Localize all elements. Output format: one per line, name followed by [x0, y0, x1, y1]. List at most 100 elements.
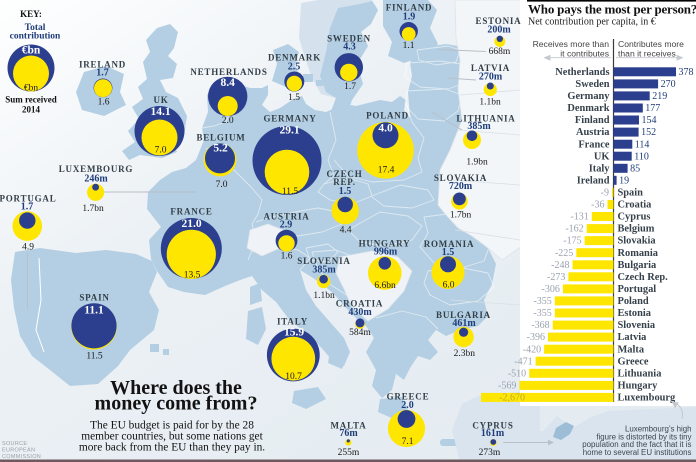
- svg-text:4.4: 4.4: [340, 226, 352, 236]
- svg-text:COMMISSION: COMMISSION: [2, 454, 41, 460]
- svg-text:-471: -471: [514, 356, 532, 367]
- svg-text:Finland: Finland: [575, 115, 610, 126]
- svg-text:2.0: 2.0: [401, 400, 414, 411]
- svg-text:ITALY: ITALY: [277, 317, 308, 327]
- svg-text:2.0: 2.0: [222, 116, 234, 126]
- svg-text:Latvia: Latvia: [618, 332, 648, 343]
- svg-text:Slovakia: Slovakia: [618, 236, 657, 247]
- svg-text:154: 154: [642, 115, 657, 126]
- svg-text:1.5: 1.5: [339, 186, 352, 197]
- svg-text:11.5: 11.5: [86, 352, 103, 362]
- svg-text:385m: 385m: [467, 121, 491, 132]
- svg-text:CROATIA: CROATIA: [336, 299, 383, 309]
- svg-text:UK: UK: [153, 95, 168, 105]
- svg-text:it contributes: it contributes: [560, 49, 609, 59]
- svg-text:Total: Total: [25, 23, 46, 33]
- svg-text:more back from the EU than the: more back from the EU than they pay in.: [79, 442, 265, 454]
- svg-text:NETHERLANDS: NETHERLANDS: [190, 67, 267, 77]
- svg-text:CYPRUS: CYPRUS: [472, 421, 513, 431]
- svg-text:19: 19: [619, 175, 629, 186]
- svg-text:76m: 76m: [339, 428, 358, 439]
- svg-text:Bulgaria: Bulgaria: [618, 260, 657, 271]
- svg-text:Croatia: Croatia: [618, 200, 653, 211]
- svg-text:ESTONIA: ESTONIA: [476, 16, 522, 26]
- svg-text:Austria: Austria: [576, 127, 610, 138]
- svg-text:-225: -225: [555, 248, 573, 259]
- svg-text:Luxembourg: Luxembourg: [618, 393, 677, 404]
- svg-text:Receives more than: Receives more than: [533, 39, 610, 49]
- svg-text:-273: -273: [547, 272, 565, 283]
- svg-text:PORTUGAL: PORTUGAL: [0, 194, 57, 204]
- svg-text:member countries, but some nat: member countries, but some nations get: [81, 431, 263, 443]
- svg-text:273m: 273m: [479, 448, 501, 458]
- svg-text:Czech Rep.: Czech Rep.: [618, 272, 669, 283]
- svg-text:Netherlands: Netherlands: [555, 67, 609, 78]
- svg-text:378: 378: [679, 67, 694, 78]
- svg-text:Cyprus: Cyprus: [618, 212, 651, 223]
- svg-text:UK: UK: [594, 151, 610, 162]
- svg-text:-569: -569: [498, 381, 516, 392]
- svg-text:-9: -9: [601, 188, 609, 199]
- svg-text:Luxembourg’s high: Luxembourg’s high: [625, 425, 692, 434]
- svg-text:2.3bn: 2.3bn: [454, 349, 476, 359]
- svg-text:home to several EU institution: home to several EU institutions: [583, 448, 692, 457]
- svg-text:7.0: 7.0: [155, 146, 167, 156]
- svg-text:-368: -368: [531, 320, 549, 331]
- svg-text:7.0: 7.0: [216, 180, 228, 190]
- svg-text:5.2: 5.2: [213, 143, 228, 155]
- svg-text:1.9bn: 1.9bn: [466, 158, 488, 168]
- svg-text:SLOVAKIA: SLOVAKIA: [434, 173, 487, 183]
- svg-text:France: France: [578, 139, 610, 150]
- svg-text:Contributes more: Contributes more: [618, 39, 684, 49]
- svg-text:7.1: 7.1: [402, 437, 414, 447]
- svg-text:Estonia: Estonia: [618, 308, 652, 319]
- svg-text:2.9: 2.9: [280, 220, 293, 231]
- svg-text:HUNGARY: HUNGARY: [359, 239, 411, 249]
- svg-text:population and the fact that i: population and the fact that it is: [582, 440, 691, 449]
- svg-text:Germany: Germany: [567, 91, 610, 102]
- svg-text:ROMANIA: ROMANIA: [424, 239, 475, 249]
- svg-text:1.6: 1.6: [98, 98, 110, 108]
- svg-text:8.4: 8.4: [221, 77, 236, 89]
- svg-text:85: 85: [630, 163, 640, 174]
- svg-text:270: 270: [661, 79, 676, 90]
- svg-text:668m: 668m: [489, 47, 511, 57]
- svg-text:POLAND: POLAND: [366, 111, 409, 121]
- svg-text:584m: 584m: [349, 328, 371, 338]
- svg-text:DENMARK: DENMARK: [268, 53, 321, 63]
- svg-text:SOURCE: SOURCE: [2, 441, 27, 447]
- svg-text:SLOVENIA: SLOVENIA: [297, 256, 350, 266]
- svg-text:€bn: €bn: [24, 84, 39, 94]
- svg-text:21.0: 21.0: [181, 218, 201, 230]
- svg-text:Slovenia: Slovenia: [618, 320, 656, 331]
- svg-text:Lithuania: Lithuania: [618, 368, 663, 379]
- svg-text:-36: -36: [591, 200, 604, 211]
- svg-text:-162: -162: [565, 224, 583, 235]
- svg-text:15.9: 15.9: [284, 327, 304, 339]
- svg-text:461m: 461m: [452, 318, 476, 329]
- svg-text:MALTA: MALTA: [330, 421, 366, 431]
- svg-text:-355: -355: [533, 296, 551, 307]
- svg-text:200m: 200m: [487, 25, 511, 36]
- svg-text:219: 219: [652, 91, 667, 102]
- svg-text:SPAIN: SPAIN: [79, 293, 109, 303]
- svg-text:-396: -396: [527, 332, 545, 343]
- svg-text:2014: 2014: [22, 105, 41, 115]
- svg-text:-420: -420: [523, 344, 541, 355]
- svg-text:FRANCE: FRANCE: [170, 207, 212, 217]
- svg-text:11.1: 11.1: [84, 305, 104, 317]
- svg-text:Denmark: Denmark: [567, 103, 609, 114]
- svg-text:720m: 720m: [449, 181, 473, 192]
- svg-text:Sum received: Sum received: [5, 95, 57, 105]
- svg-text:-306: -306: [542, 284, 560, 295]
- svg-text:LUXEMBOURG: LUXEMBOURG: [59, 164, 134, 174]
- svg-text:-248: -248: [551, 260, 569, 271]
- svg-text:1.7: 1.7: [21, 202, 34, 213]
- svg-text:contribution: contribution: [10, 32, 61, 42]
- svg-text:110: 110: [634, 151, 649, 162]
- svg-text:14.1: 14.1: [150, 106, 170, 118]
- svg-text:385m: 385m: [312, 265, 336, 276]
- svg-text:Ireland: Ireland: [577, 175, 610, 186]
- svg-text:Belgium: Belgium: [618, 224, 655, 235]
- svg-text:LITHUANIA: LITHUANIA: [456, 114, 515, 124]
